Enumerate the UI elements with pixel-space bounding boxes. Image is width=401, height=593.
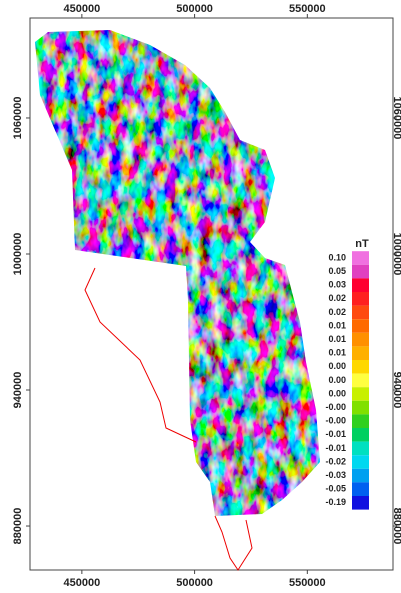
y-tick-label: 1060000	[12, 97, 24, 140]
legend-label: -0.05	[325, 484, 346, 494]
legend-label: 0.00	[328, 375, 346, 385]
legend-unit: nT	[355, 238, 369, 250]
legend-swatch	[352, 496, 369, 510]
legend-label: 0.03	[328, 280, 346, 290]
legend-label: -0.03	[325, 470, 346, 480]
legend-swatch	[352, 319, 369, 333]
legend-swatch	[352, 482, 369, 496]
y-tick-label: 1000000	[391, 233, 401, 276]
legend-swatch	[352, 373, 369, 388]
legend-swatch	[352, 251, 369, 265]
x-tick-label: 450000	[63, 3, 100, 15]
legend-swatch	[352, 346, 369, 360]
legend-label: 0.01	[328, 334, 346, 344]
legend-label: 0.01	[328, 320, 346, 330]
legend-label: -0.19	[325, 497, 346, 507]
legend-swatch	[352, 332, 369, 347]
legend-label: 0.02	[328, 307, 346, 317]
x-tick-label: 550000	[289, 3, 326, 15]
legend-swatch	[352, 455, 369, 469]
legend-label: -0.01	[325, 443, 346, 453]
legend-swatch	[352, 305, 369, 320]
legend-label: 0.01	[328, 348, 346, 358]
legend-swatch	[352, 292, 369, 306]
legend-swatch	[352, 441, 369, 456]
legend-swatch	[352, 428, 369, 442]
y-tick-label: 940000	[12, 372, 24, 409]
legend-label: -0.00	[325, 402, 346, 412]
legend-swatch	[352, 387, 369, 401]
legend-label: 0.00	[328, 361, 346, 371]
y-tick-label: 1060000	[391, 97, 401, 140]
legend-swatch	[352, 360, 369, 374]
legend-swatch	[352, 278, 369, 292]
legend-label: 0.05	[328, 266, 346, 276]
x-tick-label: 450000	[63, 577, 100, 589]
x-tick-label: 550000	[289, 577, 326, 589]
legend-swatch	[352, 468, 369, 483]
legend-swatch	[352, 264, 369, 279]
y-tick-label: 880000	[391, 508, 401, 545]
legend-swatch	[352, 414, 369, 428]
legend-label: 0.10	[328, 252, 346, 262]
legend-swatch	[352, 400, 369, 415]
legend-label: -0.01	[325, 429, 346, 439]
boundary-line	[84, 267, 197, 443]
y-tick-label: 880000	[12, 508, 24, 545]
x-tick-label: 500000	[176, 3, 213, 15]
legend-label: -0.00	[325, 416, 346, 426]
legend-label: -0.02	[325, 456, 346, 466]
y-tick-label: 940000	[391, 372, 401, 409]
legend-label: 0.02	[328, 293, 346, 303]
boundary-line	[214, 515, 253, 571]
legend-label: 0.00	[328, 388, 346, 398]
y-tick-label: 1000000	[12, 233, 24, 276]
x-tick-label: 500000	[176, 577, 213, 589]
